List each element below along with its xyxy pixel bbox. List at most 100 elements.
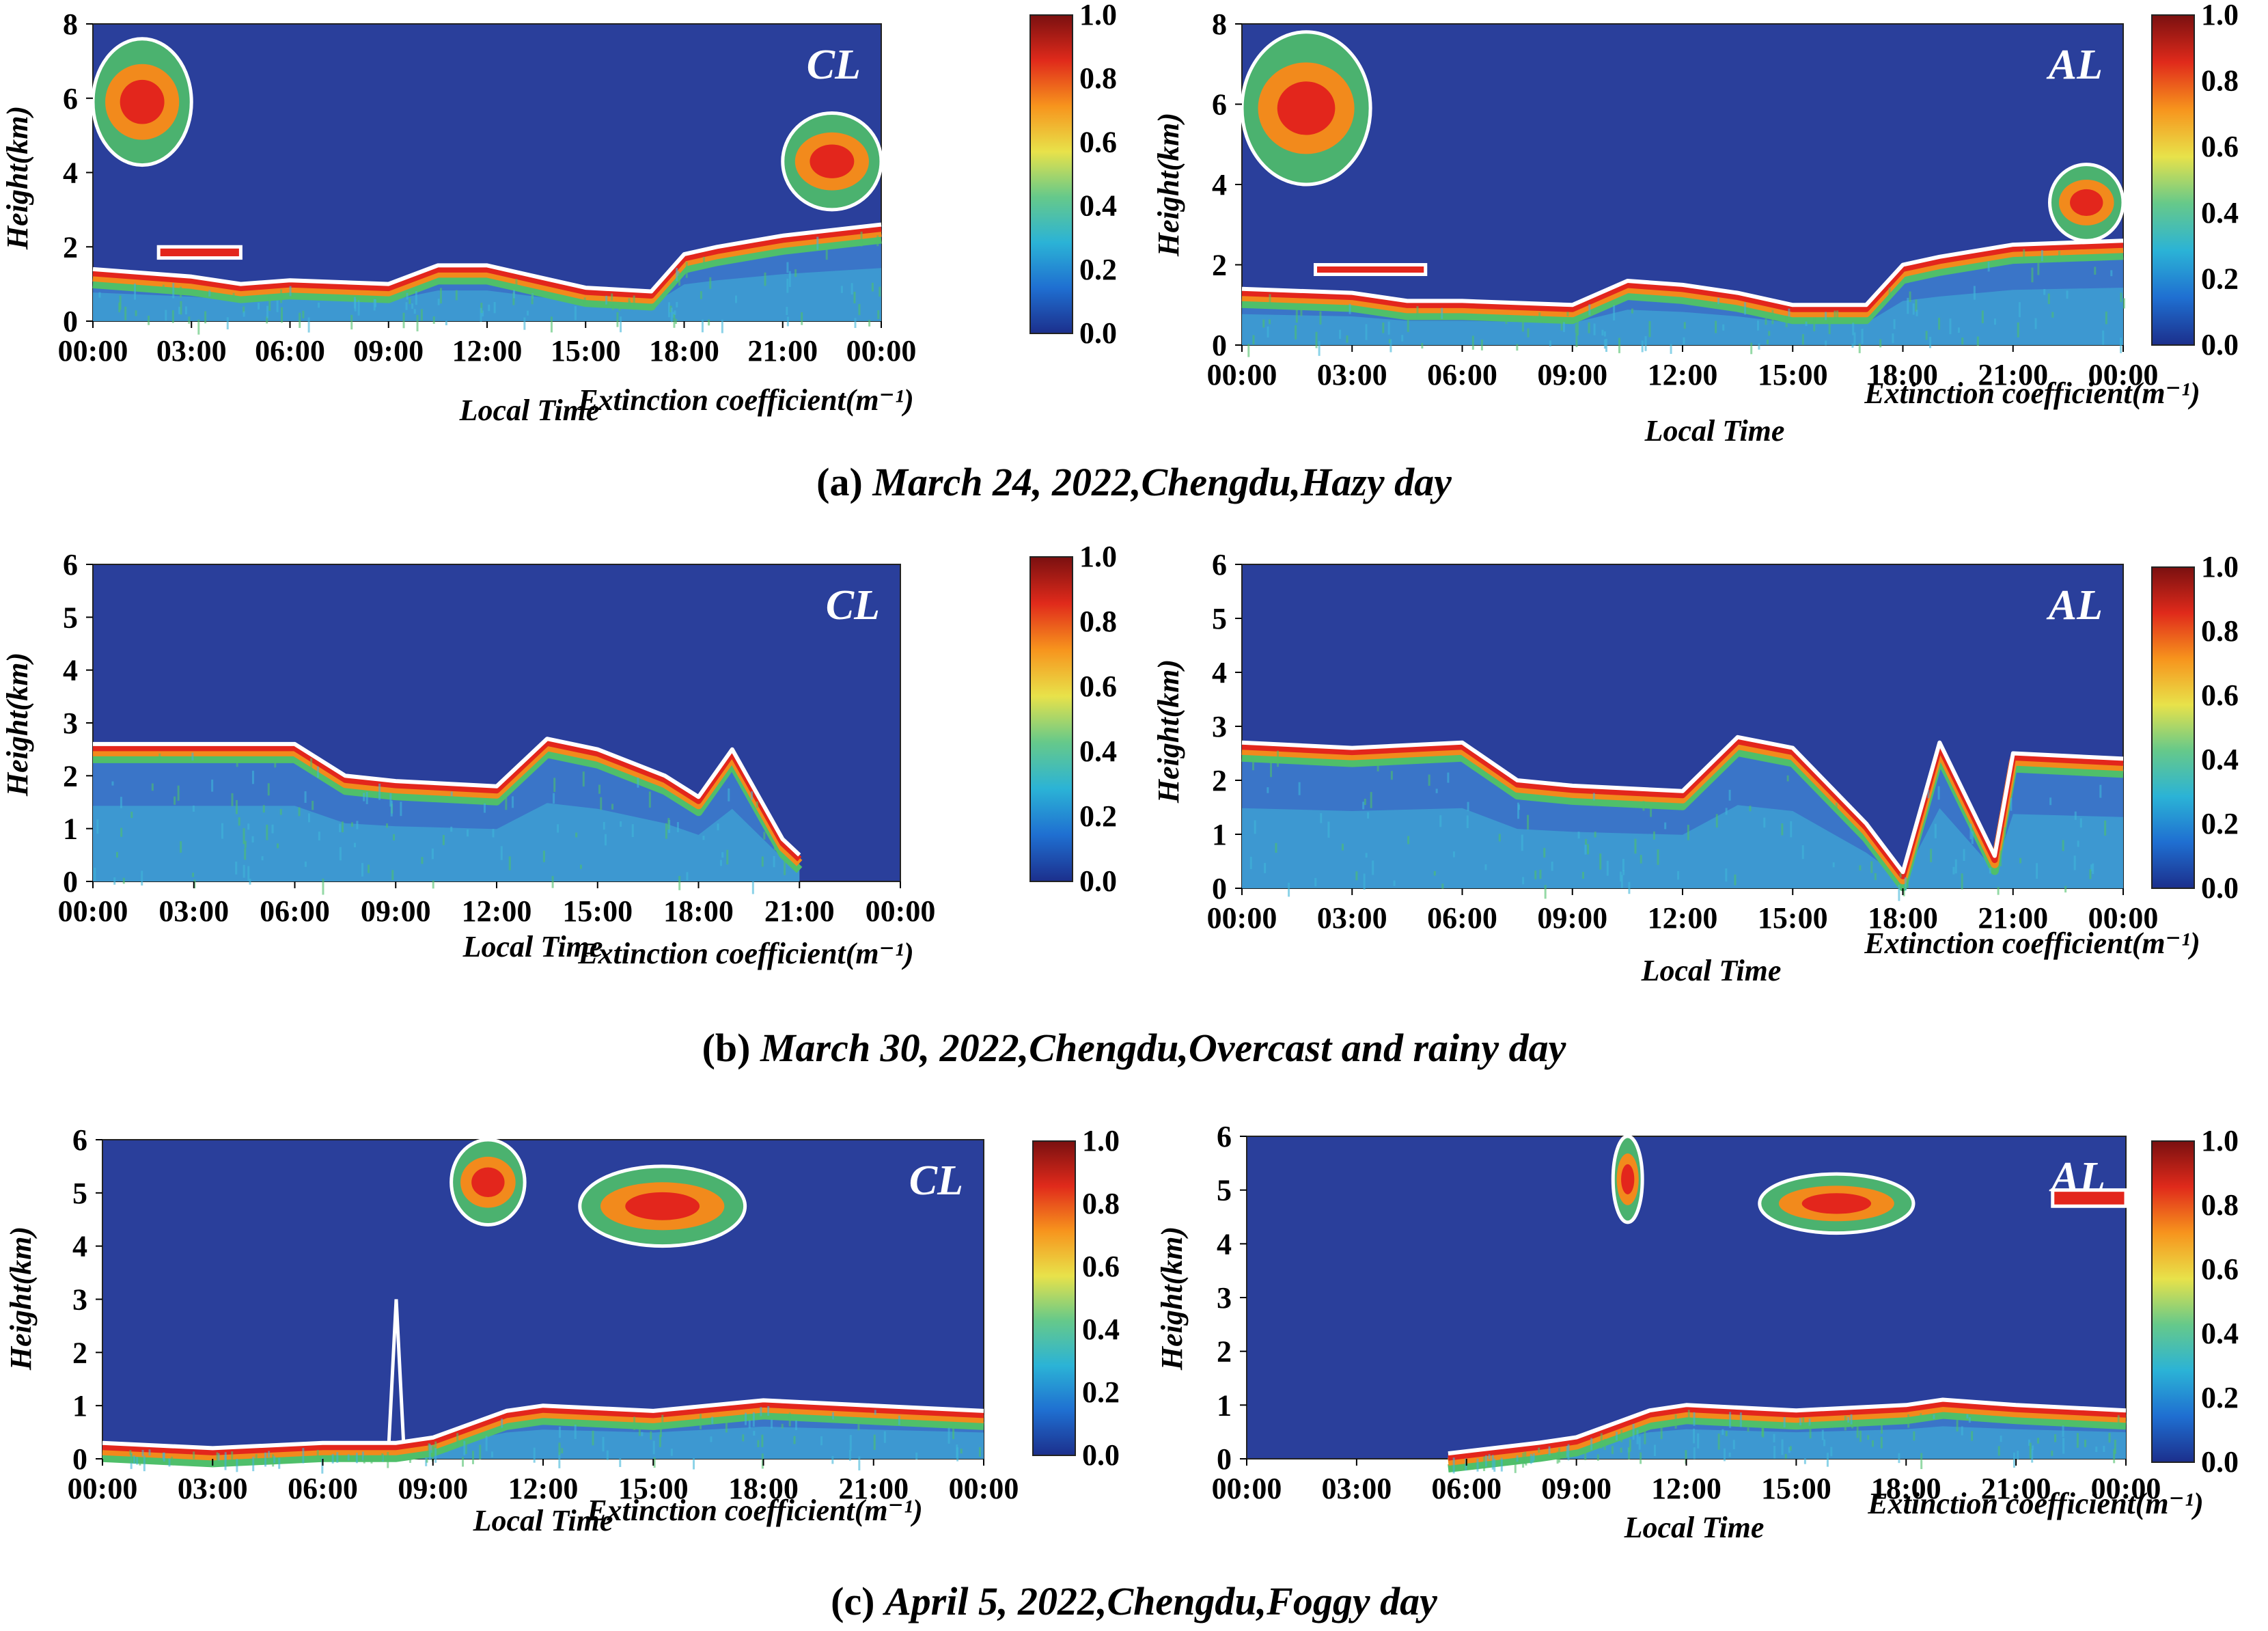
speckle-b-AL: [1859, 865, 1862, 871]
speckle-b-AL: [2004, 827, 2006, 836]
caption-a-title: March 24, 2022,Chengdu,Hazy day: [872, 460, 1452, 504]
aloft-cloud-outline-a-AL-0: [1240, 30, 1372, 187]
panel-a-AL: AL 00:00 03:00 06:00 09:00 12:00 15:00 18:00 21:…: [1152, 0, 2239, 448]
boundary-layer-red-band-a-AL: [1241, 241, 2124, 312]
speckle-b-CL: [784, 859, 786, 875]
speckle-b-CL: [579, 864, 582, 869]
speckle-b-AL: [2010, 797, 2013, 811]
speckle-b-AL: [2049, 797, 2052, 806]
y-tick-label-b-AL-2: 2: [1212, 764, 1227, 797]
speckle-b-CL: [235, 799, 238, 814]
speckle-a-CL: [515, 279, 518, 285]
speckle-b-CL: [421, 857, 424, 864]
speckle-b-AL: [1715, 814, 1718, 828]
speckle-a-CL: [162, 284, 165, 290]
colorbar-tick-label-a-CL-1: 0.2: [1079, 253, 1117, 286]
speckle-c-CL: [725, 1421, 728, 1433]
y-tick-label-a-CL-0: 0: [63, 305, 78, 338]
speckle-b-AL: [1903, 888, 1905, 896]
speckle-a-AL: [1269, 294, 1271, 306]
speckle-b-AL: [1527, 814, 1530, 830]
speckle-b-AL: [1439, 815, 1442, 827]
x-tick-label-b-AL-3: 09:00: [1537, 901, 1607, 935]
speckle-a-CL: [415, 290, 417, 305]
speckle-c-AL: [1809, 1424, 1812, 1439]
speckle-a-CL: [764, 272, 766, 286]
y-tick-label-c-CL-3: 3: [72, 1283, 87, 1317]
speckle-b-CL: [390, 800, 393, 817]
speckle-c-AL: [2117, 1415, 2120, 1429]
speckle-b-CL: [686, 872, 689, 881]
speckle-b-AL: [1989, 868, 1991, 874]
speckle-b-AL: [2064, 886, 2067, 893]
speckle-c-AL: [1728, 1452, 1731, 1457]
speckle-b-AL: [1952, 866, 1955, 875]
boundary-layer-orange-band-a-AL: [1241, 245, 2124, 318]
caption-b-title: March 30, 2022,Chengdu,Overcast and rain…: [760, 1026, 1566, 1070]
speckle-a-AL: [2018, 302, 2021, 318]
speckle-a-CL: [172, 283, 175, 299]
speckle-a-AL: [1976, 336, 1979, 346]
speckle-c-CL: [650, 1431, 652, 1440]
speckle-a-CL: [526, 310, 529, 316]
speckle-a-AL: [1562, 322, 1565, 332]
x-tick-label-b-AL-5: 15:00: [1758, 901, 1828, 935]
x-tick-label-c-CL-3: 09:00: [398, 1472, 468, 1505]
speckle-b-CL: [141, 871, 143, 886]
x-tick-label-a-CL-1: 03:00: [156, 334, 227, 368]
speckle-a-CL: [512, 292, 515, 305]
speckle-a-AL: [1785, 316, 1788, 327]
x-tick-label-a-AL-5: 15:00: [1758, 358, 1828, 392]
speckle-b-CL: [174, 796, 176, 805]
speckle-c-CL: [661, 1414, 664, 1427]
panel-label-c-CL: CL: [909, 1157, 963, 1204]
speckle-a-CL: [180, 301, 182, 315]
speckle-c-CL: [883, 1431, 886, 1443]
speckle-b-AL: [2099, 784, 2102, 798]
speckle-c-CL: [347, 1454, 350, 1461]
aloft-layer-a-AL-1: [1314, 263, 1428, 276]
y-tick-label-c-CL-2: 2: [72, 1336, 87, 1369]
y-tick-label-a-AL-4: 8: [1212, 8, 1227, 41]
speckle-c-AL: [1476, 1458, 1479, 1472]
speckle-b-AL: [1899, 873, 1902, 878]
speckle-c-CL: [752, 1412, 755, 1427]
speckle-b-CL: [211, 779, 214, 792]
speckle-c-AL: [1530, 1454, 1532, 1464]
speckle-c-CL: [171, 1456, 174, 1462]
speckle-b-CL: [400, 801, 402, 817]
speckle-b-AL: [1264, 862, 1267, 873]
aloft-plume-c-CL-2: [387, 1299, 406, 1443]
speckle-a-AL: [1603, 339, 1606, 349]
speckle-a-AL: [1717, 297, 1720, 305]
speckle-a-AL: [1907, 297, 1909, 314]
speckle-b-AL: [2089, 869, 2092, 879]
boundary-layer-red-band-c-AL: [1448, 1401, 2127, 1461]
speckle-a-CL: [134, 283, 137, 300]
speckle-b-CL: [432, 880, 434, 889]
speckle-c-AL: [1781, 1439, 1784, 1455]
speckle-c-CL: [491, 1451, 494, 1457]
speckle-c-CL: [757, 1440, 760, 1448]
speckle-b-CL: [557, 824, 559, 833]
speckle-c-AL: [2000, 1436, 2002, 1442]
y-tick-label-a-CL-4: 8: [63, 8, 78, 41]
speckle-c-AL: [1516, 1455, 1519, 1462]
speckle-b-CL: [279, 808, 282, 815]
y-tick-label-c-AL-4: 4: [1217, 1227, 1232, 1261]
speckle-b-AL: [1622, 870, 1625, 875]
colorbar-label-b-AL: Extinction coefficient(m⁻¹): [1864, 927, 2200, 960]
x-tick-label-b-AL-2: 06:00: [1427, 901, 1497, 935]
speckle-b-CL: [193, 879, 196, 889]
speckle-a-AL: [1407, 317, 1409, 332]
speckle-c-AL: [1590, 1438, 1593, 1451]
speckle-c-AL: [1830, 1447, 1833, 1457]
speckle-c-CL: [795, 1420, 798, 1430]
speckle-a-AL: [1295, 325, 1297, 340]
speckle-b-CL: [604, 834, 607, 846]
speckle-b-AL: [1594, 832, 1596, 838]
speckle-c-AL: [1907, 1414, 1910, 1428]
speckle-b-CL: [508, 856, 511, 871]
speckle-c-CL: [711, 1416, 714, 1425]
speckle-c-AL: [1867, 1435, 1870, 1440]
